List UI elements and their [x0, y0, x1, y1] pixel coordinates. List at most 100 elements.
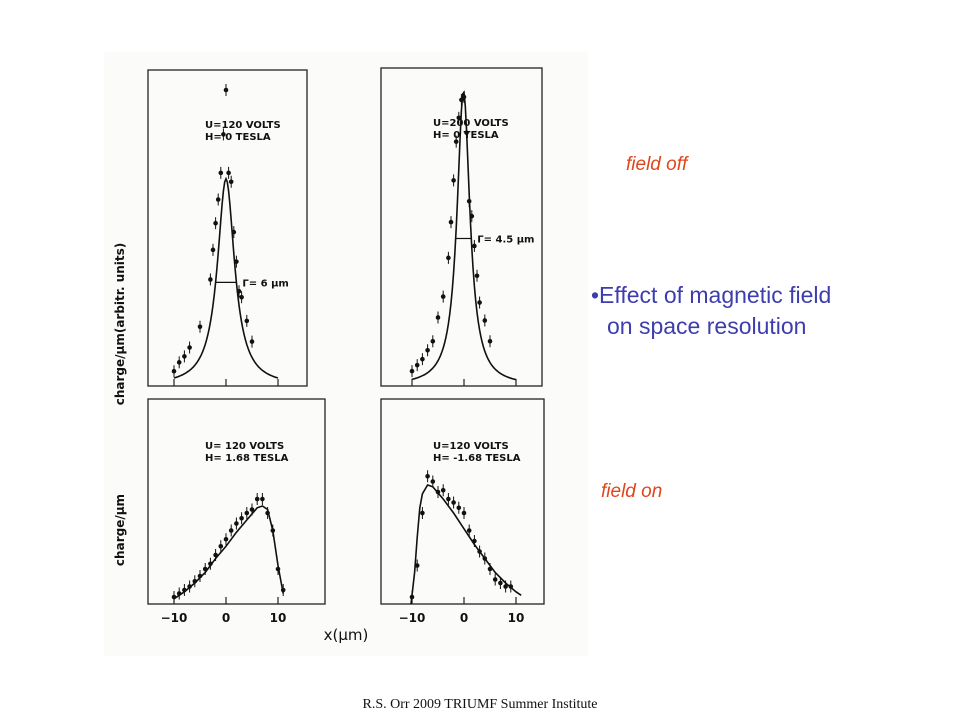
data-point [197, 573, 203, 579]
x-tick-label: 10 [270, 611, 287, 625]
data-point [234, 521, 239, 526]
data-point [215, 197, 221, 202]
data-point [461, 510, 467, 516]
data-point [414, 563, 420, 568]
data-point [228, 528, 234, 533]
data-point [239, 515, 244, 521]
data-point [492, 577, 498, 582]
data-point [430, 479, 436, 484]
data-point [440, 487, 446, 493]
data-point [451, 500, 456, 505]
data-point [187, 584, 192, 589]
data-point [228, 179, 234, 185]
data-point [239, 294, 244, 300]
data-point [503, 584, 508, 589]
panel-label: H= 1.68 TESLA [205, 453, 289, 464]
data-point [508, 584, 514, 589]
data-point [176, 360, 182, 365]
data-point [244, 510, 250, 516]
panel-label: U=200 VOLTS [433, 118, 509, 129]
data-point [425, 347, 430, 353]
data-point [456, 115, 462, 121]
data-point [176, 591, 182, 596]
data-point [440, 294, 446, 299]
field-off-annotation: field off [626, 154, 688, 175]
panel-label: U=120 VOLTS [205, 120, 281, 131]
data-point [270, 528, 276, 533]
data-point [171, 368, 177, 374]
fit-curve [173, 176, 279, 379]
data-point [453, 139, 459, 144]
data-point [425, 473, 430, 479]
data-point [448, 219, 454, 225]
data-point [275, 566, 281, 572]
data-point [435, 489, 441, 495]
data-point [456, 505, 462, 511]
data-point [474, 273, 480, 279]
data-point [249, 339, 255, 344]
data-point [218, 543, 224, 549]
data-point [208, 277, 213, 282]
data-point [446, 255, 451, 261]
bullet-line-1: •Effect of magnetic field [591, 282, 832, 308]
bullet-text: •Effect of magnetic field on space resol… [591, 280, 831, 342]
x-tick-label: −10 [399, 611, 426, 625]
data-point [420, 510, 425, 516]
panel-frame [147, 69, 308, 387]
data-point [482, 556, 488, 561]
data-point [221, 132, 226, 137]
data-point [265, 510, 270, 516]
data-point [435, 315, 441, 320]
panel-label: H= -1.68 TESLA [433, 453, 521, 464]
data-point [469, 213, 475, 219]
data-point [208, 561, 213, 567]
data-point [487, 339, 493, 344]
data-point [236, 288, 242, 294]
data-point [234, 259, 239, 264]
data-point [477, 300, 482, 305]
data-point [409, 368, 415, 374]
data-point [409, 594, 415, 600]
data-point [244, 318, 250, 324]
data-point [249, 507, 255, 512]
data-point [182, 354, 187, 359]
data-point [482, 318, 488, 323]
panel-frame [380, 67, 543, 387]
bullet-line-2: on space resolution [607, 313, 807, 339]
data-point [192, 578, 198, 584]
panel-frame [380, 398, 545, 605]
data-point [226, 170, 231, 176]
panel-label: H= 0 TESLA [205, 132, 271, 143]
data-point [223, 87, 229, 93]
data-point [451, 178, 456, 183]
data-point [223, 536, 229, 542]
data-point [218, 170, 224, 176]
data-point [430, 339, 436, 344]
data-point [446, 496, 451, 502]
data-point [260, 496, 265, 502]
data-point [171, 594, 177, 600]
scanned-figure: U=120 VOLTS H= 0 TESLA Γ= 6 μm U=200 VOLTS H… [104, 52, 588, 656]
data-point [487, 566, 493, 572]
data-point [466, 528, 472, 533]
x-tick-label: 0 [460, 611, 468, 625]
data-point [459, 97, 464, 103]
data-point [182, 587, 187, 593]
x-axis-label: x(μm) [324, 626, 369, 644]
data-point [466, 198, 472, 204]
data-point [280, 587, 286, 593]
data-point [420, 356, 425, 362]
fwhm-label: Γ= 6 μm [242, 278, 288, 289]
data-point [498, 580, 503, 586]
data-point [472, 538, 477, 544]
data-point [213, 220, 218, 226]
data-point [202, 566, 208, 572]
data-point [213, 552, 218, 558]
data-point [210, 247, 216, 253]
data-point [254, 496, 260, 502]
data-point [197, 324, 203, 330]
